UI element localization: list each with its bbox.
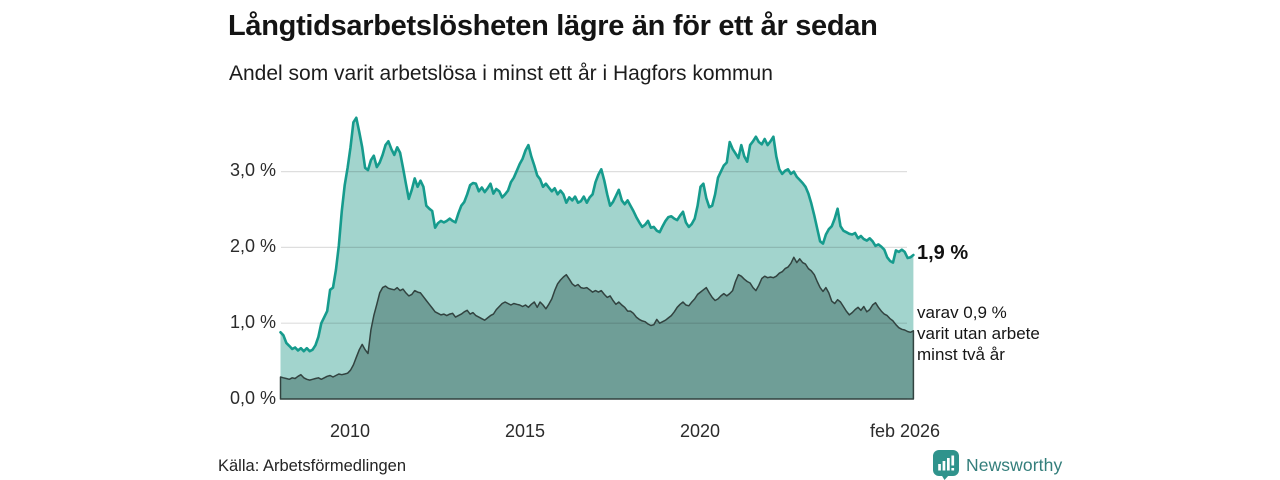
- area-series-min-two-years: [280, 257, 914, 399]
- x-axis-tick-feb-2026: feb 2026: [869, 421, 941, 441]
- line-series-min-two-years: [279, 256, 915, 400]
- y-axis-tick-0: 0,0 %: [229, 388, 276, 408]
- page-title: Långtidsarbetslösheten lägre än för ett …: [228, 10, 878, 42]
- secondary-annotation-line2: varit utan arbete: [917, 324, 1040, 343]
- chart-subtitle: Andel som varit arbetslösa i minst ett å…: [229, 62, 773, 85]
- gridlines: [281, 171, 907, 400]
- y-axis-tick-3: 3,0 %: [229, 160, 276, 180]
- x-axis-tick-2010: 2010: [329, 421, 371, 441]
- source-note: Källa: Arbetsförmedlingen: [218, 457, 407, 475]
- newsworthy-logo: Newsworthy: [933, 450, 1062, 480]
- y-axis-tick-2: 2,0 %: [229, 236, 276, 256]
- newsworthy-icon: [933, 450, 959, 480]
- x-axis-tick-2015: 2015: [504, 421, 546, 441]
- end-value-label: 1,9 %: [917, 242, 969, 264]
- area-series-min-one-year: [280, 117, 914, 400]
- secondary-annotation-line1: varav 0,9 %: [917, 303, 1007, 322]
- y-axis-tick-1: 1,0 %: [229, 312, 276, 332]
- secondary-annotation-line3: minst två år: [917, 345, 1005, 364]
- newsworthy-wordmark: Newsworthy: [966, 454, 1063, 475]
- x-axis-tick-2020: 2020: [679, 421, 721, 441]
- line-series-min-one-year: [279, 116, 915, 353]
- secondary-annotation: varav 0,9 % varit utan arbete minst två …: [917, 302, 1040, 365]
